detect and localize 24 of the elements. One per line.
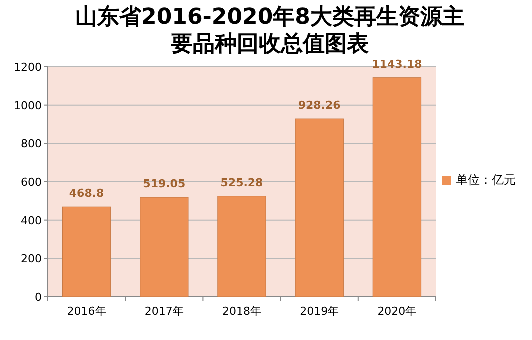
data-label: 1143.18 [372, 58, 422, 71]
data-label: 928.26 [298, 99, 342, 112]
bar [140, 197, 189, 298]
bar [218, 196, 266, 298]
x-tick-label: 2018年 [222, 305, 262, 318]
y-tick-label: 1000 [14, 99, 42, 112]
legend-label: 单位：亿元 [456, 172, 516, 189]
bar [372, 78, 422, 298]
y-tick-label: 400 [21, 214, 42, 228]
data-label: 468.8 [69, 187, 104, 200]
y-tick-label: 800 [21, 138, 42, 151]
bar [295, 118, 344, 298]
x-tick-label: 2019年 [300, 305, 340, 318]
data-label: 525.28 [220, 176, 264, 190]
data-label: 519.05 [143, 178, 186, 191]
x-tick-label: 2016年 [67, 305, 106, 318]
y-tick-label: 1200 [14, 61, 42, 74]
x-tick-label: 2020年 [378, 305, 417, 318]
y-tick-label: 600 [21, 176, 42, 189]
bar [62, 206, 112, 298]
y-tick-label: 0 [35, 291, 42, 304]
x-tick-label: 2017年 [144, 305, 184, 318]
chart-title: 山东省2016-2020年8大类再生资源主要品种回收总值图表 [74, 4, 466, 58]
y-tick-label: 200 [21, 252, 42, 266]
